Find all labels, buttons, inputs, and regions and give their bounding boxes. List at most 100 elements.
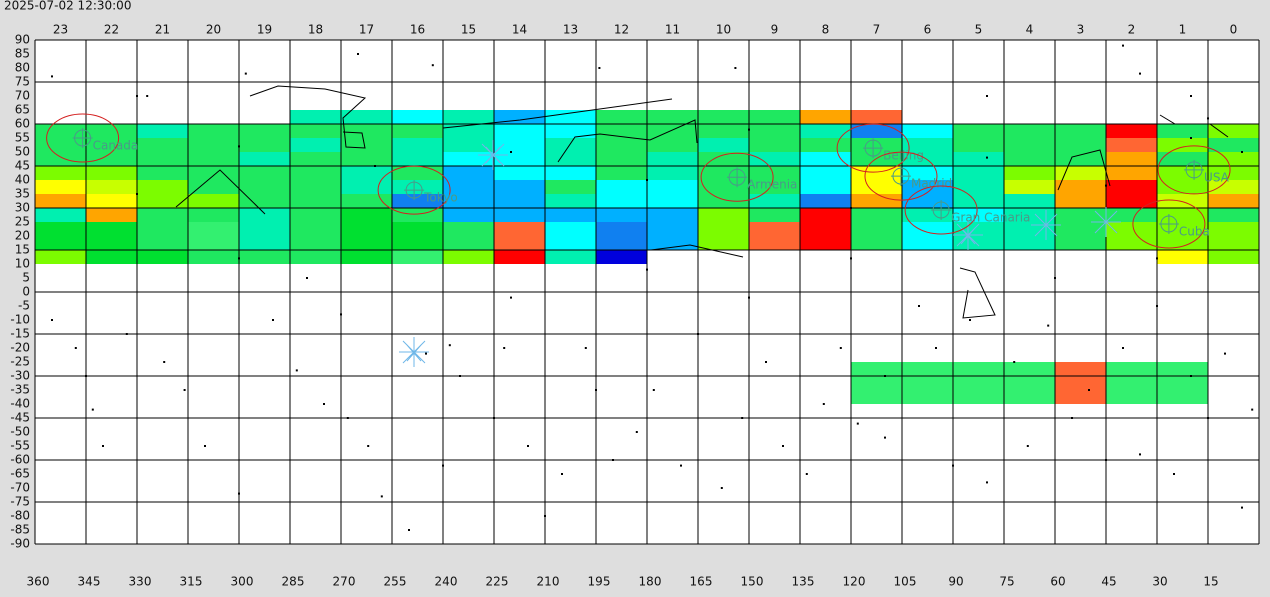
heat-cell: [392, 152, 443, 166]
bottom-label: 165: [690, 575, 713, 589]
heat-cell: [953, 152, 1004, 166]
heat-cell: [596, 138, 647, 152]
heat-cell: [902, 124, 953, 138]
heat-cell: [851, 110, 902, 124]
heat-cell: [1106, 208, 1157, 222]
heat-cell: [851, 362, 902, 376]
heat-cell: [494, 194, 545, 208]
bottom-label: 270: [333, 575, 356, 589]
heat-cell: [341, 124, 392, 138]
heat-cell: [392, 222, 443, 236]
heat-cell: [545, 250, 596, 264]
left-label: -55: [10, 439, 30, 453]
heat-cell: [290, 194, 341, 208]
heat-cell: [902, 362, 953, 376]
star: [765, 361, 767, 363]
constellation: [442, 98, 673, 129]
heat-cell: [851, 180, 902, 194]
star: [1241, 151, 1243, 153]
bottom-label: 240: [435, 575, 458, 589]
heat-cell: [800, 236, 851, 250]
heat-cell: [902, 390, 953, 404]
heat-cell: [290, 180, 341, 194]
bottom-label: 180: [639, 575, 662, 589]
heat-cell: [851, 124, 902, 138]
heat-cell: [188, 166, 239, 180]
heat-cell: [137, 194, 188, 208]
heat-cell: [800, 124, 851, 138]
place-zone: [377, 165, 451, 215]
heat-cell: [800, 166, 851, 180]
heat-cell: [800, 152, 851, 166]
star: [561, 473, 563, 475]
heat-cell: [1055, 166, 1106, 180]
star: [680, 464, 682, 467]
heat-cell: [698, 124, 749, 138]
heat-cell: [1004, 390, 1055, 404]
star: [51, 319, 53, 321]
heat-cell: [902, 138, 953, 152]
star: [163, 361, 166, 363]
top-label: 1: [1179, 23, 1187, 37]
heat-cell: [1106, 124, 1157, 138]
left-label: -70: [10, 481, 30, 495]
heat-cell: [86, 194, 137, 208]
star: [51, 75, 53, 78]
heat-cell: [443, 194, 494, 208]
heat-cell: [290, 110, 341, 124]
star: [295, 369, 298, 372]
heat-cell: [851, 222, 902, 236]
heat-cell: [35, 124, 86, 138]
heat-cell: [1157, 180, 1208, 194]
places: Canada Tokyo Armenia Beijing Madrid Gran Cana…: [46, 113, 1231, 249]
left-label: -90: [10, 537, 30, 551]
heat-cell: [341, 222, 392, 236]
heat-cell: [392, 194, 443, 208]
heat-cell: [800, 222, 851, 236]
heat-cell: [443, 250, 494, 264]
top-label: 21: [155, 23, 170, 37]
heat-cell: [647, 124, 698, 138]
place-cross: [72, 128, 93, 148]
heat-cell: [239, 138, 290, 152]
heat-cell: [494, 222, 545, 236]
star: [527, 445, 529, 447]
heat-cell: [851, 390, 902, 404]
top-label: 10: [716, 23, 731, 37]
heat-cell: [86, 124, 137, 138]
star: [1139, 453, 1141, 456]
heat-cell: [953, 236, 1004, 250]
top-label: 3: [1077, 23, 1085, 37]
star: [782, 445, 784, 447]
heat-cell: [647, 236, 698, 250]
heat-cell: [1004, 124, 1055, 138]
star: [1139, 72, 1141, 75]
heat-cell: [392, 236, 443, 250]
constellation-lines: [175, 85, 1229, 319]
place-zone: [46, 113, 120, 163]
heat-cell: [341, 250, 392, 264]
heat-cell: [800, 110, 851, 124]
left-label: 20: [15, 229, 30, 243]
star: [1122, 347, 1124, 349]
heat-cell: [392, 208, 443, 222]
left-label: -20: [10, 341, 30, 355]
burst: [478, 140, 508, 170]
heat-cell: [35, 208, 86, 222]
constellation: [1057, 149, 1111, 191]
star: [510, 296, 512, 299]
star: [856, 422, 859, 425]
heat-cell: [137, 124, 188, 138]
left-label: 90: [15, 33, 30, 47]
heat-cell: [137, 236, 188, 250]
heat-cell: [239, 166, 290, 180]
left-label: 85: [15, 47, 30, 61]
heat-cell: [902, 194, 953, 208]
heat-cell: [851, 208, 902, 222]
star: [91, 408, 94, 411]
heat-cell: [1208, 250, 1259, 264]
heat-cell: [341, 180, 392, 194]
star: [323, 403, 325, 405]
heat-cell: [647, 152, 698, 166]
